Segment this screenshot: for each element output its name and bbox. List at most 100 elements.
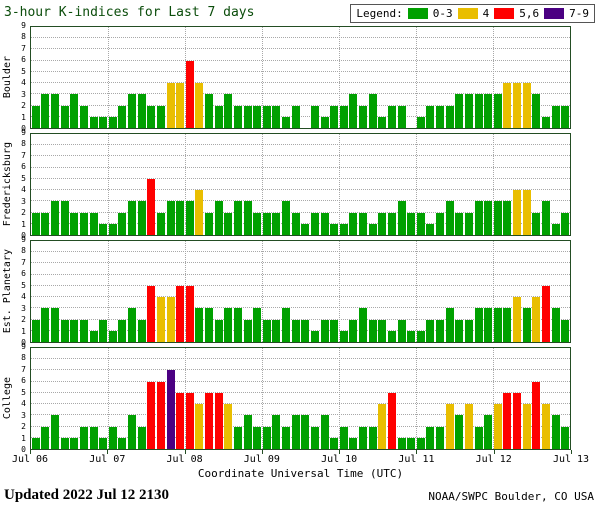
bar-slot bbox=[406, 348, 416, 449]
bar-slot bbox=[378, 134, 388, 235]
k-index-bar bbox=[51, 94, 60, 128]
k-index-bar bbox=[156, 212, 165, 235]
legend-item-label: 4 bbox=[482, 7, 490, 20]
y-tick-label: 6 bbox=[21, 162, 26, 172]
bar-slot bbox=[41, 27, 51, 128]
k-index-bar bbox=[99, 319, 108, 342]
bar-slot bbox=[156, 27, 166, 128]
y-tick-label: 2 bbox=[21, 422, 26, 432]
bar-slot bbox=[339, 241, 349, 342]
k-index-bar bbox=[291, 105, 300, 128]
k-index-bar bbox=[561, 426, 570, 449]
x-tick-label: Jul 10 bbox=[321, 454, 358, 465]
k-index-bar bbox=[60, 319, 69, 342]
bar-slot bbox=[147, 348, 157, 449]
k-index-bar bbox=[522, 308, 531, 342]
bar-slot bbox=[243, 27, 253, 128]
k-index-bar bbox=[445, 201, 454, 235]
bar-slot bbox=[233, 241, 243, 342]
k-index-bar bbox=[51, 201, 60, 235]
k-index-bar bbox=[339, 223, 348, 235]
bar-slot bbox=[339, 134, 349, 235]
bar-slot bbox=[406, 134, 416, 235]
k-index-bar bbox=[31, 319, 40, 342]
y-tick-label: 0 bbox=[21, 231, 26, 240]
k-index-bar bbox=[532, 94, 541, 128]
k-index-bar bbox=[378, 404, 387, 449]
k-index-bar bbox=[474, 94, 483, 128]
bar-slot bbox=[89, 134, 99, 235]
bar-slot bbox=[156, 134, 166, 235]
bar-slot bbox=[560, 27, 570, 128]
panel-fredericksburg bbox=[30, 133, 571, 236]
k-index-bar bbox=[282, 308, 291, 342]
x-tick-label: Jul 13 bbox=[552, 454, 590, 465]
bar-slot bbox=[70, 241, 80, 342]
v-gridline bbox=[416, 134, 417, 235]
k-index-bar bbox=[426, 223, 435, 235]
bar-slot bbox=[445, 27, 455, 128]
k-index-bar bbox=[426, 105, 435, 128]
bar-slot bbox=[185, 134, 195, 235]
k-index-bar bbox=[205, 392, 214, 449]
k-index-bar bbox=[205, 308, 214, 342]
bar-slot bbox=[329, 134, 339, 235]
v-gridline bbox=[339, 27, 340, 128]
y-tick-label: 3 bbox=[21, 410, 26, 420]
bar-slot bbox=[156, 348, 166, 449]
k-index-bar bbox=[108, 426, 117, 449]
bar-slot bbox=[108, 134, 118, 235]
x-tick-label: Jul 09 bbox=[243, 454, 280, 465]
y-tick-label: 9 bbox=[21, 235, 26, 244]
k-index-bar bbox=[397, 437, 406, 449]
y-tick-label: 6 bbox=[21, 376, 26, 386]
k-index-bar bbox=[118, 212, 127, 235]
y-tick-label: 4 bbox=[21, 185, 26, 195]
bar-slot bbox=[551, 348, 561, 449]
bar-slot bbox=[185, 241, 195, 342]
k-index-bar bbox=[310, 212, 319, 235]
bar-slot bbox=[41, 348, 51, 449]
y-tick-label: 8 bbox=[21, 32, 26, 42]
k-index-bar bbox=[349, 94, 358, 128]
h-gridline bbox=[31, 318, 570, 320]
k-index-bar bbox=[484, 308, 493, 342]
bar-slot bbox=[503, 348, 513, 449]
v-gridline bbox=[493, 241, 494, 342]
bar-slot bbox=[358, 241, 368, 342]
bar-slot bbox=[108, 348, 118, 449]
bar-slot bbox=[31, 27, 41, 128]
h-gridline bbox=[31, 262, 570, 264]
h-gridline bbox=[31, 436, 570, 438]
y-tick-label: 1 bbox=[21, 219, 26, 229]
k-index-bar bbox=[51, 415, 60, 449]
k-index-bar bbox=[166, 201, 175, 235]
k-index-bar bbox=[185, 60, 194, 128]
bar-slot bbox=[532, 348, 542, 449]
y-tick-label: 0 bbox=[21, 338, 26, 347]
k-index-bar bbox=[513, 297, 522, 342]
k-index-bar bbox=[176, 285, 185, 342]
bar-slot bbox=[532, 241, 542, 342]
k-index-bar bbox=[378, 319, 387, 342]
bar-slot bbox=[50, 348, 60, 449]
bar-slot bbox=[483, 134, 493, 235]
bar-slot bbox=[397, 27, 407, 128]
station-label-boulder: Boulder bbox=[0, 26, 15, 129]
k-index-bar bbox=[320, 116, 329, 128]
bar-slot bbox=[127, 348, 137, 449]
bar-slot bbox=[397, 348, 407, 449]
x-tick-mark bbox=[339, 450, 341, 454]
k-index-bar bbox=[253, 212, 262, 235]
x-tick-label: Jul 06 bbox=[11, 454, 49, 465]
k-index-bar bbox=[532, 297, 541, 342]
bar-slot bbox=[464, 241, 474, 342]
bar-slot bbox=[108, 27, 118, 128]
k-index-bar bbox=[330, 223, 339, 235]
v-gridline bbox=[493, 27, 494, 128]
bar-slot bbox=[416, 134, 426, 235]
k-index-bar bbox=[436, 105, 445, 128]
legend-item-label: 7-9 bbox=[569, 7, 589, 20]
k-index-bar bbox=[291, 319, 300, 342]
k-index-bar bbox=[445, 308, 454, 342]
